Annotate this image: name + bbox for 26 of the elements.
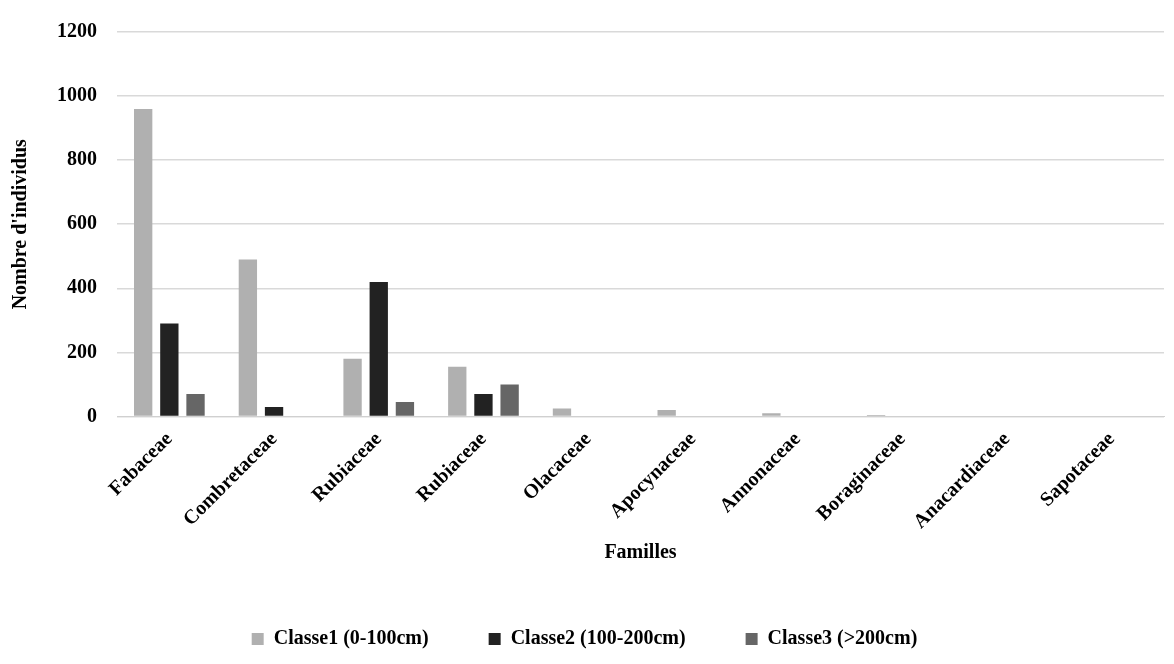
bar	[762, 413, 781, 416]
y-tick-label: 600	[67, 211, 97, 234]
bar	[474, 394, 493, 416]
legend-label: Classe3 (>200cm)	[767, 626, 918, 650]
bar	[343, 358, 362, 416]
bar	[552, 408, 572, 416]
bar	[448, 366, 467, 416]
y-tick-label: 1200	[57, 19, 97, 42]
legend-label: Classe2 (100-200cm)	[510, 626, 686, 650]
bar	[186, 394, 205, 416]
y-tick-label: 400	[67, 275, 97, 298]
bar	[134, 108, 153, 416]
bar	[264, 406, 284, 416]
bar	[395, 402, 415, 416]
legend-label: Classe1 (0-100cm)	[273, 626, 429, 650]
x-axis-title: Familles	[604, 540, 677, 563]
y-tick-label: 200	[67, 339, 97, 362]
bar	[500, 384, 519, 416]
y-tick-label: 800	[67, 147, 97, 170]
y-axis-title: Nombre d'individus	[8, 138, 31, 310]
bar	[369, 281, 388, 416]
bar	[238, 259, 258, 416]
bar	[657, 410, 676, 416]
bar	[160, 323, 179, 416]
y-tick-label: 0	[87, 403, 97, 426]
y-tick-label: 1000	[57, 83, 97, 106]
